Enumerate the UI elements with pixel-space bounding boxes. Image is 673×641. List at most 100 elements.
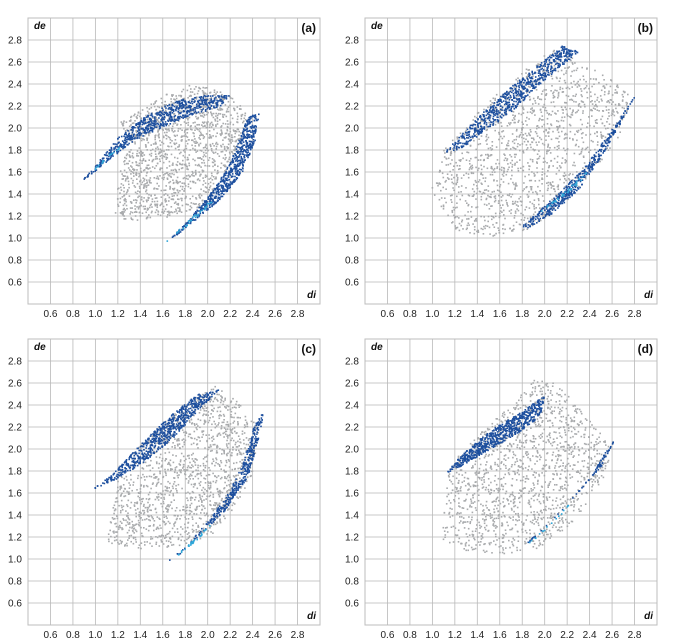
- scatter-grey-region-point: [156, 182, 158, 185]
- scatter-grey-region-point: [222, 164, 225, 167]
- scatter-blue-region-point: [178, 102, 181, 104]
- scatter-blue-region-point: [493, 102, 496, 104]
- scatter-grey-region-point: [558, 124, 561, 127]
- scatter-grey-region-point: [530, 137, 533, 139]
- scatter-grey-region-point: [152, 143, 155, 145]
- scatter-grey-region-point: [171, 125, 174, 128]
- scatter-grey-region-point: [176, 203, 178, 205]
- scatter-blue-region-point: [174, 101, 177, 104]
- scatter-grey-region-point: [168, 137, 171, 139]
- scatter-blue-region-point: [544, 65, 546, 67]
- scatter-grey-region-point: [594, 148, 596, 151]
- scatter-grey-region-point: [512, 111, 515, 113]
- scatter-blue-region-point: [197, 105, 199, 107]
- scatter-grey-region-point: [591, 115, 593, 117]
- scatter-grey-region-point: [467, 211, 469, 213]
- scatter-grey-region-point: [208, 130, 211, 132]
- scatter-grey-region-point: [614, 92, 616, 94]
- scatter-grey-region-point: [210, 172, 213, 175]
- scatter-grey-region-point: [228, 133, 230, 135]
- scatter-blue-region-point: [168, 104, 171, 106]
- scatter-grey-region-point: [583, 162, 586, 164]
- scatter-grey-region-point: [141, 155, 144, 157]
- scatter-grey-region-point: [125, 162, 128, 165]
- scatter-grey-region-point: [506, 158, 509, 160]
- scatter-blue-region-point: [195, 211, 198, 214]
- scatter-blue-region-point: [245, 140, 247, 142]
- scatter-grey-region-point: [140, 205, 142, 207]
- scatter-blue-region-point: [470, 127, 473, 130]
- scatter-grey-region-point: [172, 182, 175, 185]
- scatter-blue-region-point: [240, 149, 242, 152]
- scatter-grey-region-point: [154, 204, 157, 207]
- scatter-grey-region-point: [236, 121, 238, 123]
- scatter-grey-region-point: [126, 175, 129, 178]
- scatter-blue-region-point: [217, 185, 219, 188]
- scatter-grey-region-point: [131, 152, 134, 155]
- scatter-grey-region-point: [502, 223, 505, 226]
- scatter-blue-region-point: [154, 126, 156, 128]
- scatter-grey-region-point: [171, 193, 173, 195]
- scatter-grey-region-point: [150, 149, 152, 152]
- scatter-blue-region-point: [147, 125, 150, 127]
- scatter-grey-region-point: [590, 108, 592, 111]
- scatter-grey-region-point: [178, 152, 181, 155]
- scatter-blue-region-point: [511, 105, 513, 108]
- scatter-grey-region-point: [595, 121, 597, 124]
- scatter-light-region-point: [207, 202, 210, 205]
- scatter-blue-region-point: [141, 123, 144, 126]
- scatter-grey-region-point: [500, 125, 503, 127]
- scatter-grey-region-point: [187, 128, 189, 131]
- scatter-grey-region-point: [201, 171, 204, 173]
- scatter-blue-region-point: [222, 186, 224, 189]
- scatter-blue-region-point: [244, 129, 247, 132]
- scatter-grey-region-point: [506, 125, 509, 127]
- scatter-grey-region-point: [125, 171, 128, 174]
- scatter-grey-region-point: [165, 185, 167, 187]
- scatter-blue-region-point: [184, 100, 186, 103]
- scatter-blue-region-point: [110, 149, 113, 151]
- scatter-blue-region-point: [218, 185, 220, 187]
- scatter-grey-region-point: [168, 165, 171, 167]
- scatter-blue-region-point: [542, 69, 545, 71]
- scatter-blue-region-point: [528, 74, 531, 77]
- scatter-grey-region-point: [603, 79, 605, 81]
- scatter-grey-region-point: [165, 158, 168, 160]
- scatter-grey-region-point: [552, 52, 554, 55]
- scatter-blue-region-point: [124, 146, 127, 148]
- scatter-light-region-point: [118, 147, 121, 149]
- scatter-grey-region-point: [215, 105, 217, 107]
- scatter-grey-region-point: [489, 196, 492, 198]
- scatter-grey-region-point: [466, 151, 468, 153]
- scatter-blue-region-point: [552, 54, 554, 56]
- scatter-grey-region-point: [541, 119, 543, 121]
- scatter-blue-region-point: [239, 151, 242, 153]
- scatter-blue-region-point: [169, 108, 172, 110]
- scatter-grey-region-point: [556, 89, 558, 92]
- scatter-grey-region-point: [546, 123, 549, 125]
- scatter-grey-region-point: [502, 181, 505, 183]
- scatter-grey-region-point: [525, 68, 528, 71]
- scatter-grey-region-point: [135, 171, 137, 174]
- scatter-grey-region-point: [496, 184, 499, 187]
- scatter-grey-region-point: [545, 135, 547, 137]
- scatter-grey-region-point: [528, 134, 531, 136]
- scatter-blue-region-point: [457, 143, 459, 145]
- scatter-grey-region-point: [150, 152, 153, 155]
- scatter-grey-region-point: [193, 93, 196, 96]
- scatter-grey-region-point: [203, 180, 205, 182]
- scatter-blue-region-point: [508, 92, 510, 94]
- scatter-grey-region-point: [557, 184, 560, 186]
- scatter-blue-region-point: [210, 99, 212, 102]
- scatter-grey-region-point: [142, 131, 144, 133]
- scatter-grey-region-point: [224, 164, 226, 166]
- scatter-grey-region-point: [512, 146, 514, 149]
- scatter-grey-region-point: [623, 114, 626, 116]
- scatter-blue-region-point: [222, 187, 224, 190]
- scatter-grey-region-point: [546, 70, 548, 73]
- scatter-grey-region-point: [522, 189, 524, 192]
- scatter-grey-region-point: [187, 203, 189, 206]
- scatter-grey-region-point: [174, 130, 176, 132]
- scatter-grey-region-point: [192, 172, 194, 174]
- scatter-grey-region-point: [197, 90, 200, 92]
